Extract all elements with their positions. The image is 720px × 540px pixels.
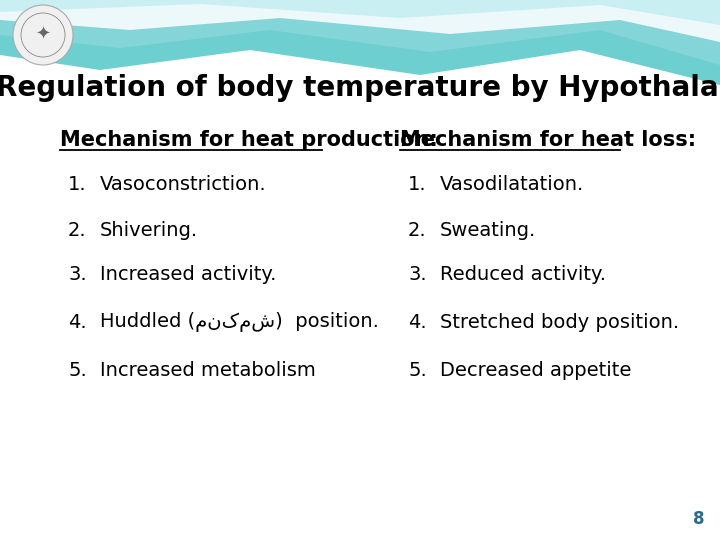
Text: 3.: 3. bbox=[68, 266, 86, 285]
Text: Stretched body position.: Stretched body position. bbox=[440, 313, 679, 332]
Polygon shape bbox=[0, 0, 720, 25]
Text: Mechanism for heat loss:: Mechanism for heat loss: bbox=[400, 130, 696, 150]
Text: 2.: 2. bbox=[68, 220, 86, 240]
Text: Regulation of body temperature by Hypothalamus: Regulation of body temperature by Hypoth… bbox=[0, 74, 720, 102]
Text: Sweating.: Sweating. bbox=[440, 220, 536, 240]
Text: Huddled (منکمش)  position.: Huddled (منکمش) position. bbox=[100, 312, 379, 332]
Circle shape bbox=[13, 5, 73, 65]
Text: 1.: 1. bbox=[408, 176, 427, 194]
Text: Increased activity.: Increased activity. bbox=[100, 266, 276, 285]
Text: 5.: 5. bbox=[408, 361, 427, 380]
Text: 4.: 4. bbox=[68, 313, 86, 332]
Text: 8: 8 bbox=[693, 510, 705, 528]
Text: Mechanism for heat production:: Mechanism for heat production: bbox=[60, 130, 438, 150]
Text: Vasodilatation.: Vasodilatation. bbox=[440, 176, 584, 194]
Polygon shape bbox=[200, 0, 720, 12]
Text: 2.: 2. bbox=[408, 220, 427, 240]
Text: Shivering.: Shivering. bbox=[100, 220, 198, 240]
Text: Increased metabolism: Increased metabolism bbox=[100, 361, 316, 380]
Polygon shape bbox=[0, 0, 720, 42]
Text: ✦: ✦ bbox=[35, 26, 50, 44]
Polygon shape bbox=[0, 0, 720, 85]
Text: 5.: 5. bbox=[68, 361, 86, 380]
Text: Vasoconstriction.: Vasoconstriction. bbox=[100, 176, 266, 194]
Text: Reduced activity.: Reduced activity. bbox=[440, 266, 606, 285]
Text: 4.: 4. bbox=[408, 313, 427, 332]
Text: Decreased appetite: Decreased appetite bbox=[440, 361, 631, 380]
Text: 3.: 3. bbox=[408, 266, 427, 285]
Polygon shape bbox=[0, 0, 720, 65]
Text: 1.: 1. bbox=[68, 176, 86, 194]
